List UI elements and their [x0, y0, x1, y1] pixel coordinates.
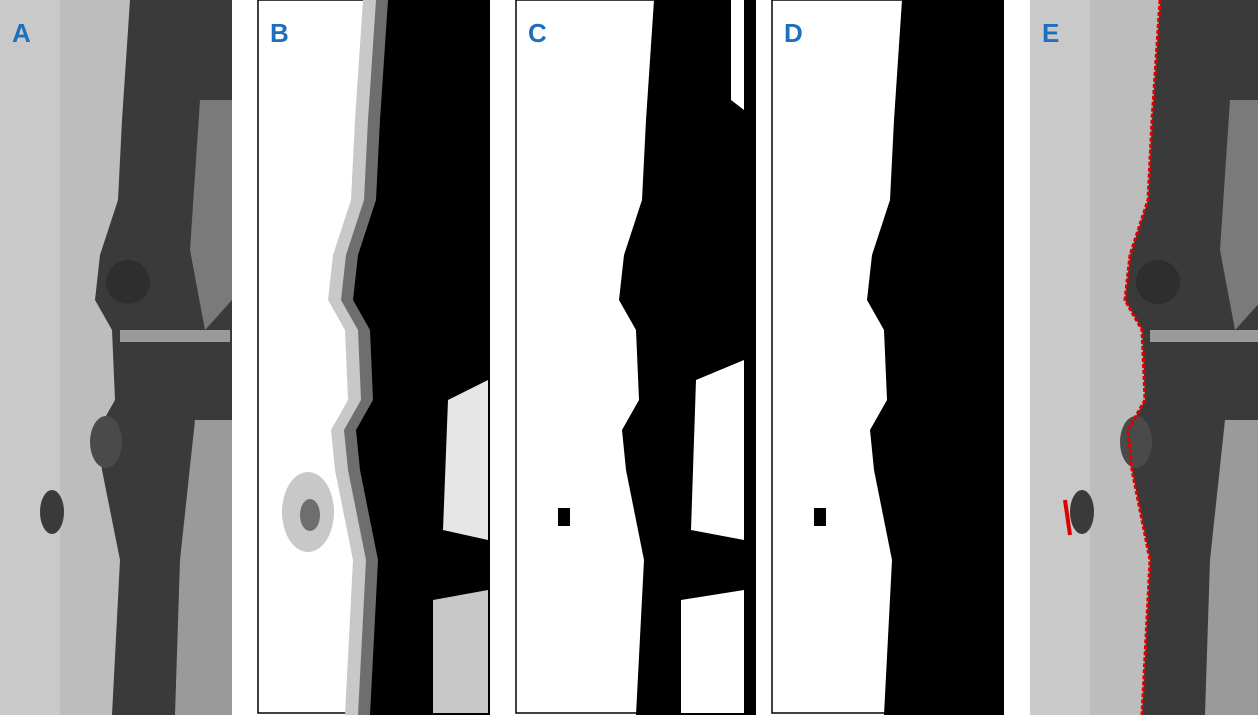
panel-b: B: [257, 0, 490, 715]
panel-label: A: [12, 18, 31, 48]
panel-label: E: [1042, 18, 1059, 48]
panel-a: A: [0, 0, 232, 715]
panel-label: B: [270, 18, 289, 48]
panel-e: E: [1030, 0, 1258, 715]
panel-label: D: [784, 18, 803, 48]
panel-c: C: [515, 0, 756, 715]
panel-d: D: [771, 0, 1004, 715]
panel-label: C: [528, 18, 547, 48]
